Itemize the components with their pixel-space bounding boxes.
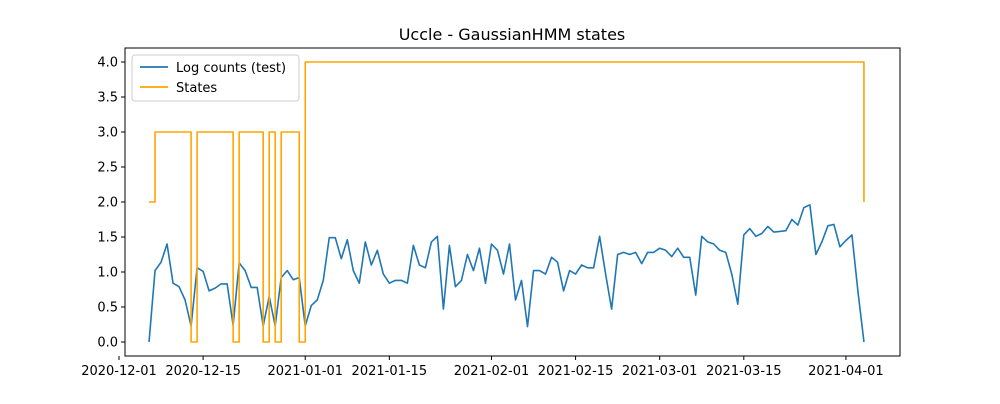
y-tick-label: 3.5 <box>97 91 118 106</box>
y-tick-label: 1.0 <box>97 266 118 281</box>
y-tick-label: 4.0 <box>97 56 118 71</box>
chart-title: Uccle - GaussianHMM states <box>399 25 626 44</box>
x-tick-label: 2021-04-01 <box>808 364 884 379</box>
x-tick-label: 2021-03-01 <box>622 364 698 379</box>
y-tick-label: 0.0 <box>97 336 118 351</box>
y-tick-label: 2.0 <box>97 196 118 211</box>
series-line-states <box>149 61 865 343</box>
axes: 0.0 0.5 1.0 1.5 2.0 2.5 3.0 3.5 4.0 2020-12-01 202… <box>81 56 884 380</box>
y-tick-label: 1.5 <box>97 231 118 246</box>
legend-box <box>131 54 300 102</box>
legend: Log counts (test) States <box>131 54 300 102</box>
x-tick-label: 2021-01-15 <box>352 364 428 379</box>
x-tick-label: 2021-02-15 <box>538 364 614 379</box>
y-tick-label: 3.0 <box>97 126 118 141</box>
y-tick-label: 0.5 <box>97 301 118 316</box>
plot-lines <box>148 61 865 343</box>
x-tick-label: 2021-02-01 <box>454 364 530 379</box>
legend-label-states: States <box>176 81 217 96</box>
x-tick-label: 2020-12-15 <box>165 364 241 379</box>
x-tick-label: 2021-03-15 <box>706 364 782 379</box>
x-tick-label: 2021-01-01 <box>267 364 343 379</box>
x-tick-label: 2020-12-01 <box>81 364 157 379</box>
series-line-log-counts-test <box>148 204 865 343</box>
y-tick-label: 2.5 <box>97 161 118 176</box>
legend-label-log-counts: Log counts (test) <box>176 61 286 76</box>
